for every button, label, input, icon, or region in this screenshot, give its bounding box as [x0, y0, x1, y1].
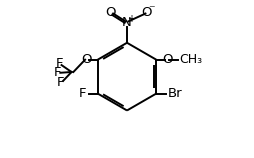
Text: O: O	[142, 6, 152, 18]
Text: F: F	[56, 57, 63, 70]
Text: N: N	[122, 16, 132, 29]
Text: ⁻: ⁻	[148, 3, 155, 16]
Text: +: +	[127, 14, 135, 24]
Text: F: F	[57, 76, 65, 89]
Text: Br: Br	[168, 87, 182, 100]
Text: F: F	[54, 66, 62, 79]
Text: CH₃: CH₃	[179, 53, 202, 66]
Text: O: O	[162, 53, 172, 66]
Text: O: O	[82, 53, 92, 66]
Text: O: O	[105, 6, 116, 18]
Text: F: F	[79, 87, 86, 100]
